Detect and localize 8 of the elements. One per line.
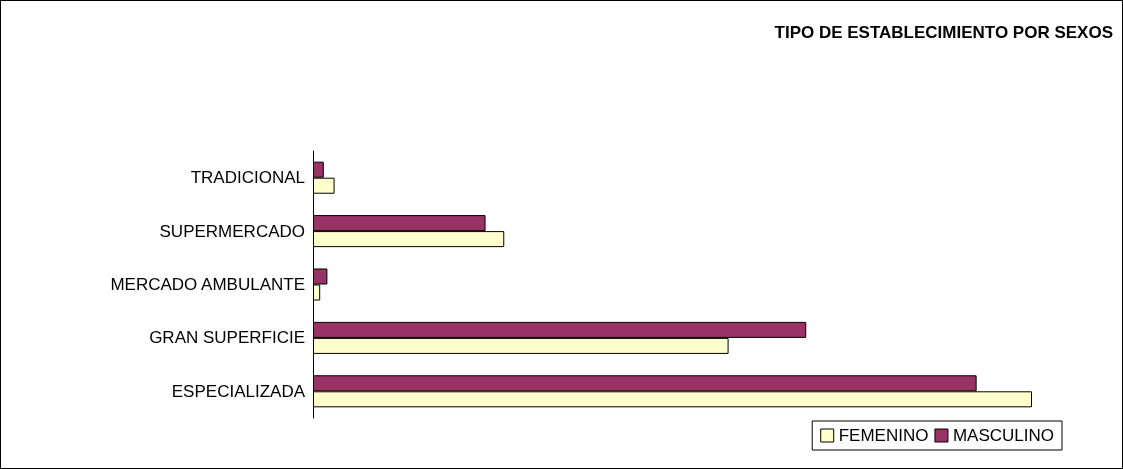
- y-tick-label: SUPERMERCADO: [159, 221, 305, 241]
- y-tick-label: TRADICIONAL: [190, 168, 305, 188]
- y-tick-label: MERCADO AMBULANTE: [110, 275, 305, 294]
- chart-title: TIPO DE ESTABLECIMIENTO POR SEXOS: [774, 23, 1114, 42]
- legend-label: MASCULINO: [952, 426, 1055, 445]
- legend-label: FEMENINO: [838, 426, 929, 445]
- y-tick-label: GRAN SUPERFICIE: [149, 328, 305, 348]
- y-tick-label: ESPECIALIZADA: [171, 381, 306, 401]
